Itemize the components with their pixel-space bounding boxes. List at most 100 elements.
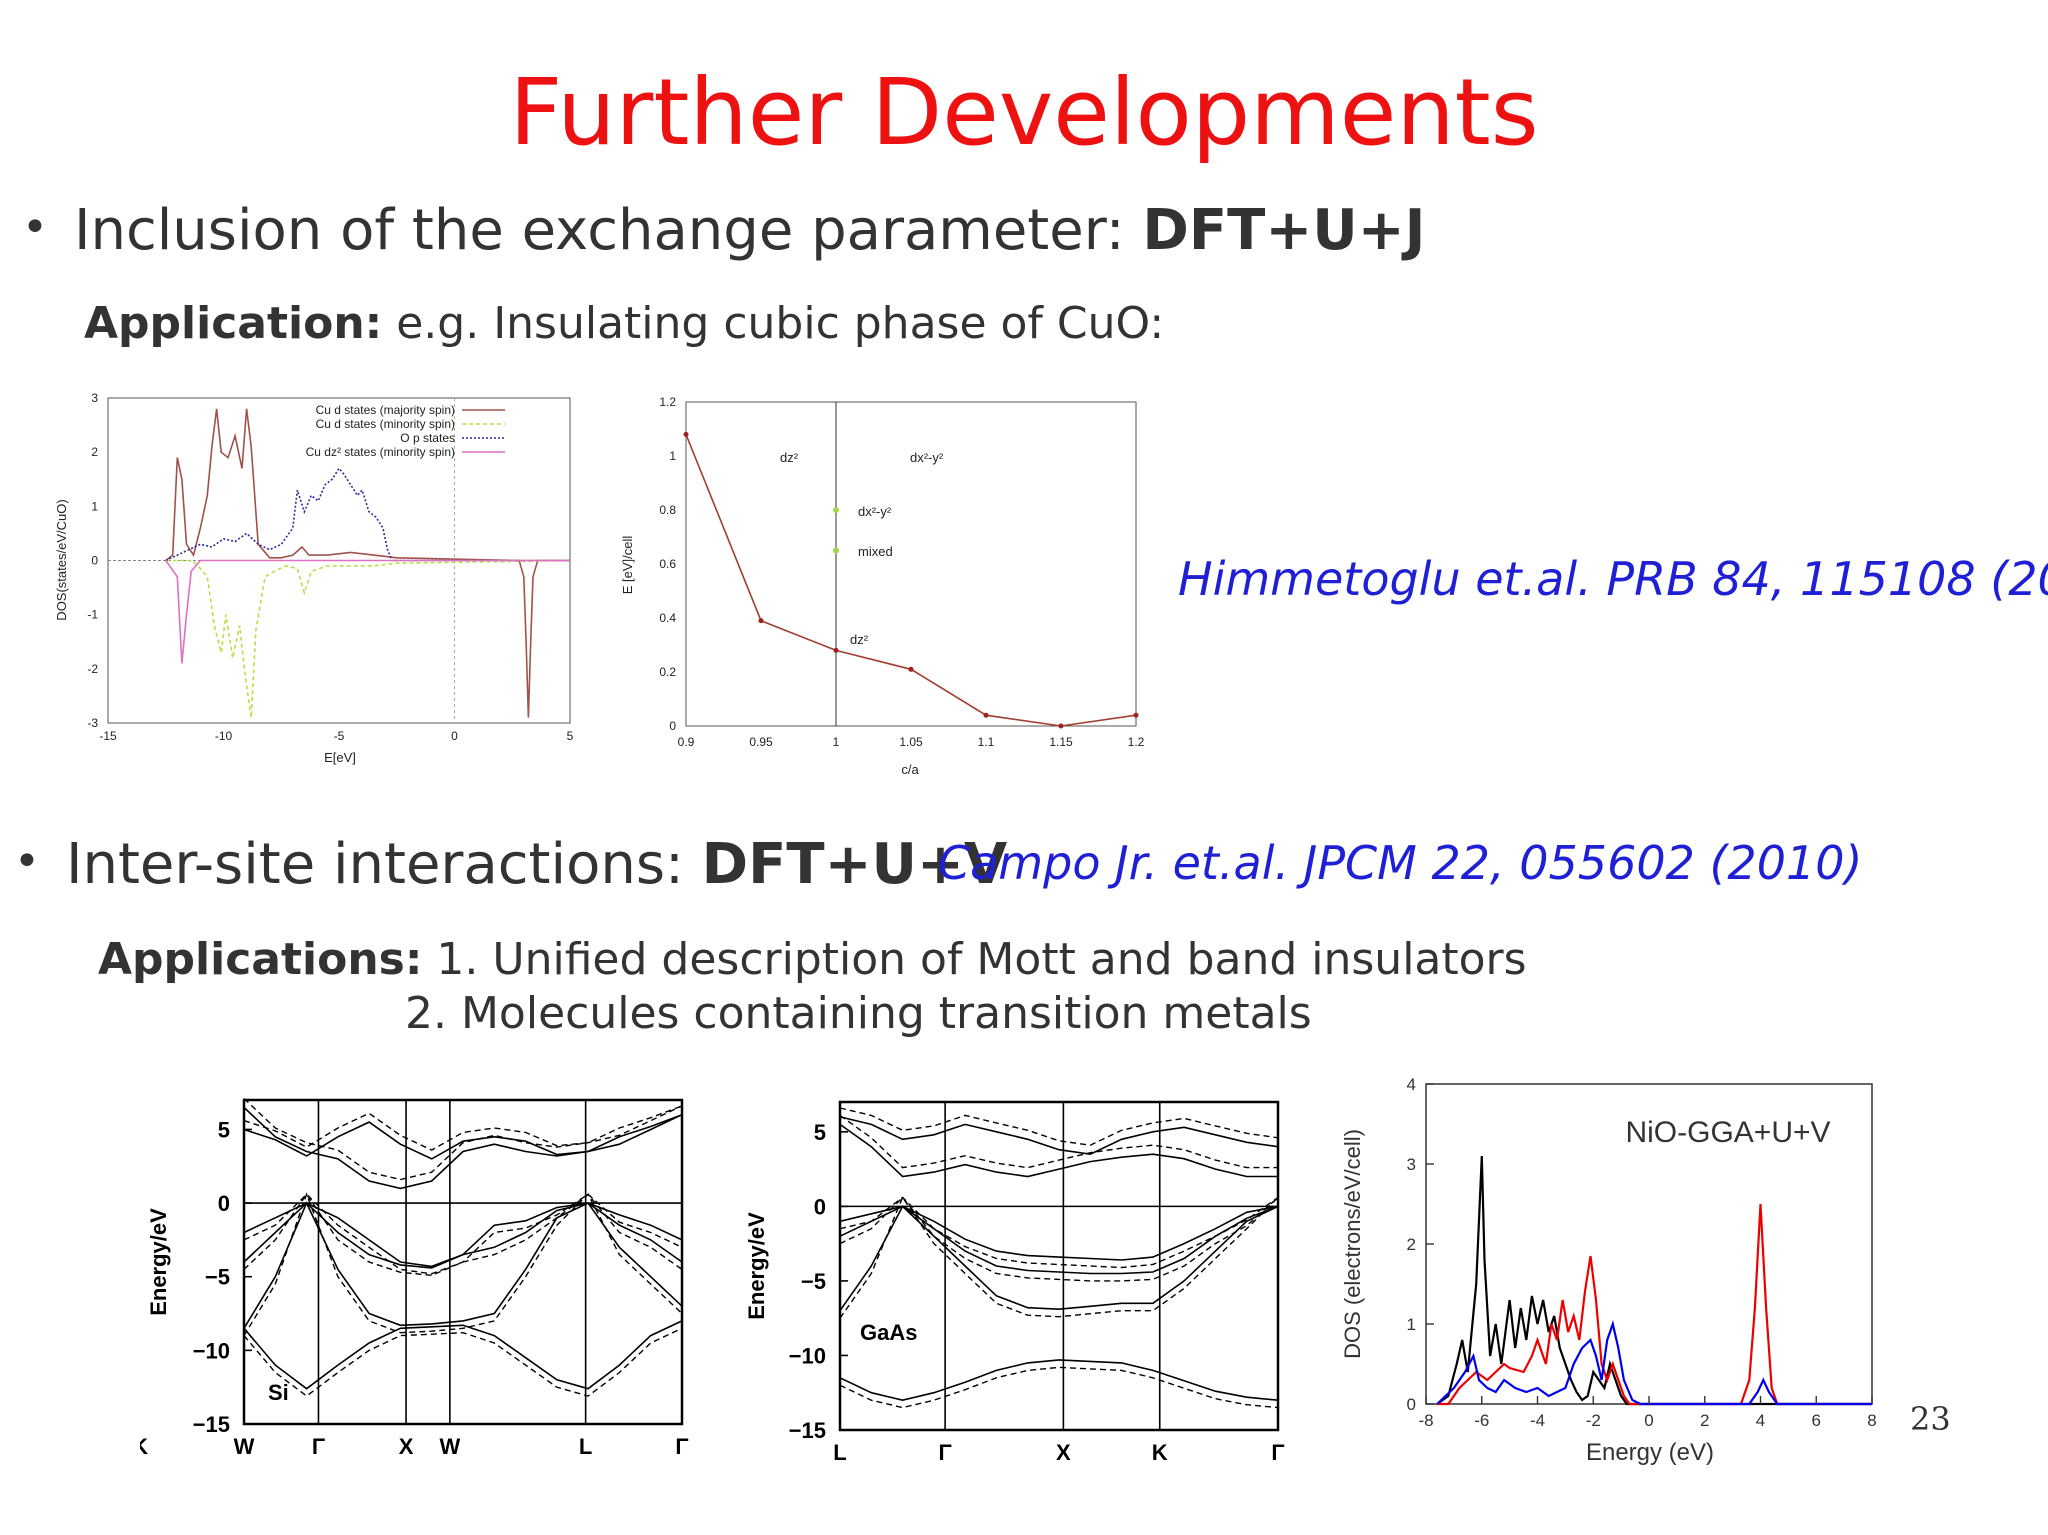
page-number: 23 xyxy=(1910,1400,1951,1438)
band-line xyxy=(839,1116,1279,1156)
x-tick-label: -4 xyxy=(1530,1411,1545,1430)
y-tick-label: 1 xyxy=(91,499,98,513)
x-axis-label: Energy (eV) xyxy=(1586,1439,1714,1466)
band-line xyxy=(839,1359,1279,1402)
data-point xyxy=(1058,723,1064,729)
nio-dos-chart: -8 -6 -4 -2 0 2 4 6 8 0 1 2 3 4 NiO-GGA+U+V Energy (e… xyxy=(1340,1075,1877,1466)
x-axis-label: E[eV] xyxy=(324,750,356,765)
y-tick-label: 3 xyxy=(91,391,98,405)
legend-entry: Cu d states (minority spin) xyxy=(316,417,455,431)
band-line xyxy=(243,1113,683,1160)
applications-line-1: Applications: 1. Unified description of … xyxy=(98,934,1527,985)
x-tick-label: 1.2 xyxy=(1128,735,1145,749)
bullet-bold-text: DFT+U+J xyxy=(1142,198,1426,263)
y-axis-label: Energy/eV xyxy=(146,1208,171,1316)
y-tick-label: 1.2 xyxy=(659,395,676,409)
series-line xyxy=(685,434,1137,727)
y-tick-label: 0 xyxy=(1407,1395,1416,1414)
series-line xyxy=(165,559,571,718)
series-line xyxy=(165,408,570,718)
applications-item-1: 1. Unified description of Mott and band … xyxy=(422,934,1527,985)
band-line-dashed xyxy=(839,1107,1279,1146)
x-tick-label: Γ xyxy=(675,1434,688,1459)
applications-label: Applications: xyxy=(98,934,423,985)
x-tick-label: K xyxy=(1152,1440,1168,1465)
data-point xyxy=(1133,712,1139,718)
series-line xyxy=(1436,1320,1872,1406)
band-line xyxy=(243,1106,683,1190)
x-tick-label: 0.9 xyxy=(678,735,695,749)
y-tick-label: 5 xyxy=(218,1117,230,1142)
material-label: Si xyxy=(268,1380,289,1405)
series-line xyxy=(165,559,570,664)
y-tick-label: −5 xyxy=(801,1269,826,1294)
y-tick-label: -3 xyxy=(87,716,98,730)
y-tick-label: −10 xyxy=(193,1338,230,1363)
y-tick-label: 0 xyxy=(669,719,676,733)
region-label-dx2y2: dx²-y² xyxy=(910,450,944,465)
band-line-dashed xyxy=(243,1105,683,1151)
y-tick-label: 0 xyxy=(218,1191,230,1216)
y-tick-label: 0 xyxy=(91,554,98,568)
band-line-dashed xyxy=(243,1327,683,1397)
band-line xyxy=(839,1205,1279,1275)
y-tick-label: -1 xyxy=(87,608,98,622)
plot-frame xyxy=(685,401,1137,727)
y-tick-label: -2 xyxy=(87,662,98,676)
x-tick-label: 0 xyxy=(1644,1411,1653,1430)
bullet-dot: • xyxy=(22,202,48,254)
series-line xyxy=(1437,1203,1872,1406)
x-tick-label: 8 xyxy=(1867,1411,1876,1430)
band-line xyxy=(839,1205,1279,1261)
legend-entry: O p states xyxy=(400,431,455,445)
gaas-band-structure: 5 0 −5 −10 −15 L Γ X K Γ GaAs Energy/eV xyxy=(744,1100,1285,1465)
application-text: e.g. Insulating cubic phase of CuO: xyxy=(382,298,1165,349)
y-tick-label: 0.4 xyxy=(659,611,676,625)
band-line-dashed xyxy=(243,1193,683,1275)
x-tick-label: -5 xyxy=(334,729,345,743)
y-tick-label: −15 xyxy=(193,1412,230,1437)
y-axis-label: Energy/eV xyxy=(744,1212,769,1320)
series-line xyxy=(165,467,570,562)
band-line-dashed xyxy=(839,1114,1278,1169)
bullet-dft-u-j: • Inclusion of the exchange parameter: DF… xyxy=(22,198,1426,263)
band-line-dashed xyxy=(243,1192,683,1336)
y-tick-label: 4 xyxy=(1407,1075,1416,1094)
x-tick-label: -15 xyxy=(99,729,117,743)
band-line xyxy=(243,1202,683,1268)
x-tick-label: 6 xyxy=(1812,1411,1821,1430)
reference-campo: Campo Jr. et.al. JPCM 22, 055602 (2010) xyxy=(938,836,1863,890)
data-point xyxy=(908,666,914,672)
x-tick-label: K xyxy=(140,1434,148,1459)
legend-entry: Cu dz² states (minority spin) xyxy=(306,445,455,459)
data-point xyxy=(833,547,839,554)
application-label: Application: xyxy=(84,298,383,349)
x-tick-label: 1.1 xyxy=(978,735,995,749)
y-tick-label: 1 xyxy=(669,449,676,463)
annotation-dz2: dz² xyxy=(850,632,869,647)
x-tick-label: 1 xyxy=(833,735,840,749)
x-tick-label: 1.15 xyxy=(1049,735,1073,749)
band-line xyxy=(243,1202,683,1269)
y-tick-label: 0.2 xyxy=(659,665,676,679)
bullet-bold-text: DFT+U+V xyxy=(701,832,1008,897)
data-point xyxy=(983,712,989,718)
x-tick-label: W xyxy=(439,1434,460,1459)
x-tick-label: L xyxy=(833,1440,846,1465)
band-line-dashed xyxy=(839,1366,1279,1409)
slide-title: Further Developments xyxy=(509,59,1539,166)
legend-entry: Cu d states (majority spin) xyxy=(316,403,455,417)
band-line xyxy=(243,1201,683,1329)
band-line-dashed xyxy=(243,1097,683,1181)
annotation-dx2y2: dx²-y² xyxy=(858,504,892,519)
energy-vs-ca-chart: 0.9 0.95 1 1.05 1.1 1.15 1.200.20.40.60.811.2 … xyxy=(620,395,1145,777)
x-tick-label: -2 xyxy=(1586,1411,1601,1430)
x-tick-label: -10 xyxy=(215,729,233,743)
x-tick-label: 0 xyxy=(451,729,458,743)
annotation-mixed: mixed xyxy=(858,544,893,559)
region-label-dz2: dz² xyxy=(780,450,799,465)
data-point xyxy=(833,507,839,513)
y-tick-label: −5 xyxy=(205,1265,230,1290)
band-line xyxy=(839,1205,1279,1312)
